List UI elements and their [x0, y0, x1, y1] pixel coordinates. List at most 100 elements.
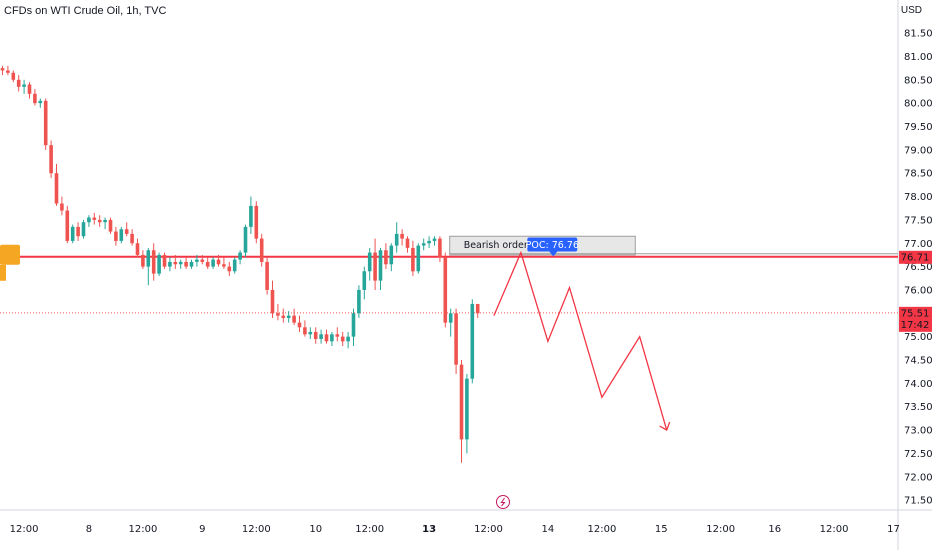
candle-body — [178, 261, 183, 265]
y-tick-label: 78.00 — [904, 192, 932, 203]
candle-body — [351, 313, 356, 337]
candle-body — [400, 233, 404, 239]
candle-body — [324, 334, 329, 342]
y-tick-label: 79.00 — [904, 145, 932, 156]
y-tick-label: 78.50 — [904, 169, 932, 180]
candle-body — [373, 252, 377, 281]
y-tick-label: 74.00 — [904, 379, 932, 390]
candle-body — [216, 259, 221, 265]
x-tick-label: 14 — [542, 524, 555, 535]
candle-body — [76, 226, 80, 237]
candle-body — [141, 254, 145, 267]
candle-body — [313, 331, 318, 339]
candle-body — [227, 266, 232, 272]
poc-badge[interactable] — [527, 237, 578, 252]
candle-body — [411, 247, 415, 272]
candle-body — [27, 84, 32, 94]
candle-body — [87, 217, 91, 223]
y-tick-label: 76.50 — [904, 262, 932, 273]
candle-body — [470, 303, 475, 379]
candle-body — [103, 219, 107, 223]
candle-body — [108, 219, 113, 232]
candle-body — [168, 261, 172, 267]
candle-body — [6, 70, 10, 73]
y-tick-label: 75.00 — [904, 332, 932, 343]
y-tick-label: 80.00 — [904, 99, 932, 110]
order-block-label: Bearish order block — [464, 240, 557, 251]
x-tick-label: 12:00 — [242, 524, 271, 535]
candle-body — [70, 226, 75, 241]
x-tick-label: 12:00 — [128, 524, 157, 535]
candle-body — [189, 261, 194, 267]
candle-body — [0, 68, 5, 71]
candle-body — [184, 261, 188, 267]
candle-body — [367, 252, 372, 272]
level-price-tag-text: 76.71 — [901, 252, 930, 263]
candle-body — [146, 250, 151, 267]
candle-body — [54, 173, 59, 204]
candle-body — [330, 334, 334, 342]
candle-body — [292, 315, 296, 323]
x-tick-label: 12:00 — [355, 524, 384, 535]
candle-body — [357, 289, 361, 314]
candle-body — [465, 378, 469, 440]
x-tick-label: 9 — [199, 524, 205, 535]
level-price-tag[interactable] — [899, 250, 932, 264]
candle-body — [319, 334, 323, 339]
lightning-glyph — [500, 497, 506, 507]
candle-body — [124, 229, 129, 234]
candle-body — [265, 261, 269, 290]
current-price-tag-text: 75.51 — [901, 308, 930, 319]
candle-body — [335, 334, 340, 337]
chart-title: CFDs on WTI Crude Oil, 1h, TVC — [4, 5, 167, 17]
candle-body — [157, 254, 161, 274]
candle-body — [384, 250, 388, 265]
candle-body — [65, 210, 70, 241]
candle-body — [421, 243, 426, 246]
x-tick-label: 12:00 — [10, 524, 39, 535]
x-tick-label: 12:00 — [820, 524, 849, 535]
time-axis[interactable]: 12:00 8 12:00 9 12:00 10 12:00 13 12:00 14 12:00 15… — [10, 524, 900, 535]
candle-body — [286, 315, 291, 318]
candle-body — [97, 219, 102, 223]
y-tick-label: 80.50 — [904, 75, 932, 86]
y-tick-label: 72.50 — [904, 449, 932, 460]
poc-label: POC: 76.76 — [526, 240, 579, 251]
candle-body — [389, 245, 394, 265]
candle-body — [346, 336, 350, 342]
candle-body — [92, 217, 97, 220]
candle-body — [276, 313, 280, 316]
candle-body — [303, 327, 307, 335]
candle-body — [297, 322, 302, 328]
candle-body — [432, 238, 437, 241]
candle-body — [200, 259, 205, 262]
candle-body — [416, 245, 421, 272]
candle-body — [232, 259, 237, 272]
candle-body — [173, 261, 178, 265]
candle-body — [16, 79, 21, 87]
candle-body — [459, 364, 464, 440]
projection-arrowhead — [659, 421, 671, 431]
projection-path[interactable] — [493, 250, 668, 431]
price-axis[interactable]: 81.50 81.00 80.50 80.00 79.50 79.00 78.50 78.00… — [899, 29, 932, 507]
candles — [0, 65, 480, 463]
candle-body — [475, 303, 480, 314]
candle-body — [340, 336, 345, 342]
candle-body — [114, 231, 118, 241]
current-price-tag[interactable] — [899, 306, 932, 332]
candle-body — [151, 250, 156, 274]
candle-body — [238, 252, 242, 260]
candle-body — [162, 254, 167, 267]
candle-body — [243, 226, 248, 253]
candle-body — [119, 229, 124, 241]
candle-body — [222, 264, 226, 267]
annotation-foreground: POC: 76.76 — [493, 237, 671, 509]
y-tick-label: 73.00 — [904, 426, 932, 437]
candle-body — [81, 222, 86, 237]
candle-body — [43, 100, 48, 146]
candle-body — [49, 145, 53, 174]
candle-body — [135, 243, 140, 255]
candle-body — [60, 203, 64, 211]
candle-body — [249, 205, 253, 227]
